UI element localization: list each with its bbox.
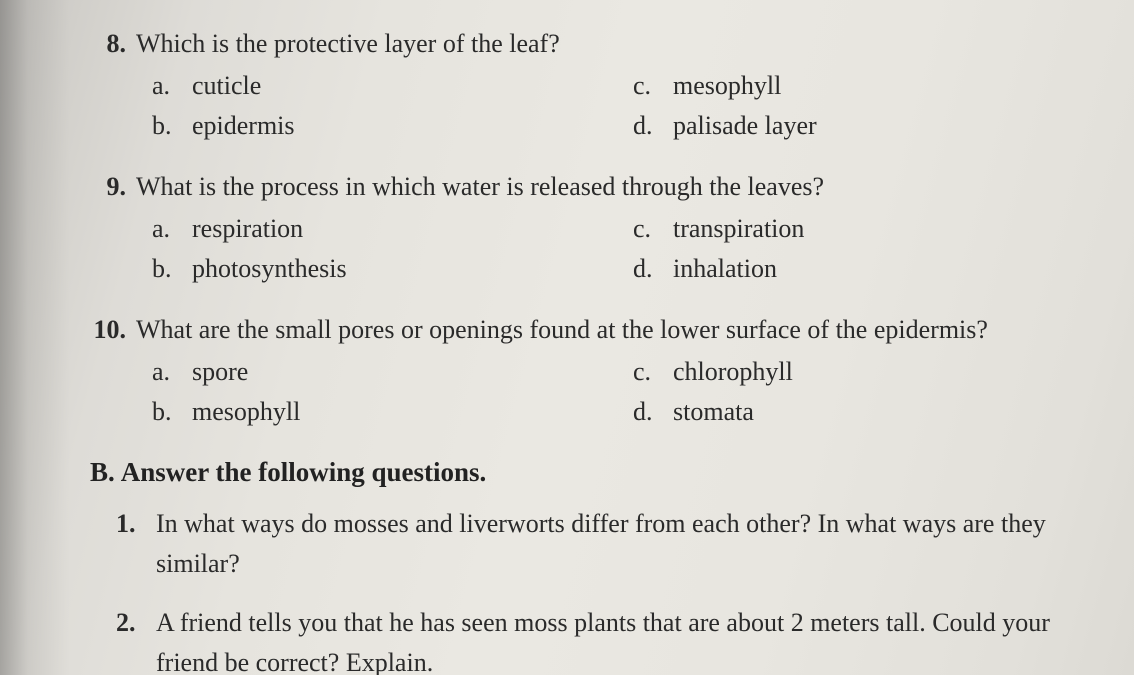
choice-a: a. spore (152, 357, 593, 387)
section-title: Answer the following questions. (121, 457, 487, 487)
choice-d: d. inhalation (633, 254, 1074, 284)
choice-text: photosynthesis (192, 254, 347, 284)
question-number: 8. (90, 24, 136, 63)
question-8: 8. Which is the protective layer of the … (90, 24, 1074, 141)
choice-letter: c. (633, 71, 673, 101)
choice-letter: d. (633, 254, 673, 284)
question-number: 10. (90, 310, 136, 349)
sub-question-number: 2. (116, 603, 156, 643)
choice-letter: d. (633, 111, 673, 141)
choice-a: a. cuticle (152, 71, 593, 101)
choice-letter: c. (633, 357, 673, 387)
question-text: Which is the protective layer of the lea… (136, 24, 1074, 63)
choice-text: respiration (192, 214, 303, 244)
section-letter: B. (90, 457, 115, 487)
sub-question-1: 1. In what ways do mosses and liverworts… (90, 504, 1074, 585)
choice-text: stomata (673, 397, 754, 427)
choice-letter: c. (633, 214, 673, 244)
choice-text: inhalation (673, 254, 777, 284)
choice-grid: a. spore c. chlorophyll b. mesophyll d. … (90, 357, 1074, 427)
question-stem: 10. What are the small pores or openings… (90, 310, 1074, 349)
choice-d: d. palisade layer (633, 111, 1074, 141)
question-number: 9. (90, 167, 136, 206)
sub-question-text: A friend tells you that he has seen moss… (156, 603, 1074, 675)
sub-question-text: In what ways do mosses and liverworts di… (156, 504, 1074, 585)
choice-text: mesophyll (192, 397, 300, 427)
choice-letter: d. (633, 397, 673, 427)
choice-b: b. epidermis (152, 111, 593, 141)
choice-letter: b. (152, 397, 192, 427)
choice-letter: a. (152, 214, 192, 244)
question-stem: 8. Which is the protective layer of the … (90, 24, 1074, 63)
choice-text: palisade layer (673, 111, 817, 141)
choice-text: epidermis (192, 111, 295, 141)
question-10: 10. What are the small pores or openings… (90, 310, 1074, 427)
choice-text: spore (192, 357, 248, 387)
choice-grid: a. respiration c. transpiration b. photo… (90, 214, 1074, 284)
sub-question-2: 2. A friend tells you that he has seen m… (90, 603, 1074, 675)
choice-letter: b. (152, 254, 192, 284)
sub-question-number: 1. (116, 504, 156, 544)
question-stem: 9. What is the process in which water is… (90, 167, 1074, 206)
question-9: 9. What is the process in which water is… (90, 167, 1074, 284)
choice-c: c. chlorophyll (633, 357, 1074, 387)
choice-a: a. respiration (152, 214, 593, 244)
choice-text: transpiration (673, 214, 804, 244)
choice-grid: a. cuticle c. mesophyll b. epidermis d. … (90, 71, 1074, 141)
choice-letter: a. (152, 357, 192, 387)
choice-c: c. mesophyll (633, 71, 1074, 101)
choice-text: mesophyll (673, 71, 781, 101)
choice-c: c. transpiration (633, 214, 1074, 244)
section-b-heading: B.Answer the following questions. (90, 457, 1074, 488)
choice-letter: b. (152, 111, 192, 141)
choice-d: d. stomata (633, 397, 1074, 427)
question-text: What is the process in which water is re… (136, 167, 1074, 206)
choice-letter: a. (152, 71, 192, 101)
question-text: What are the small pores or openings fou… (136, 310, 1074, 349)
choice-text: cuticle (192, 71, 261, 101)
choice-b: b. photosynthesis (152, 254, 593, 284)
choice-b: b. mesophyll (152, 397, 593, 427)
choice-text: chlorophyll (673, 357, 793, 387)
